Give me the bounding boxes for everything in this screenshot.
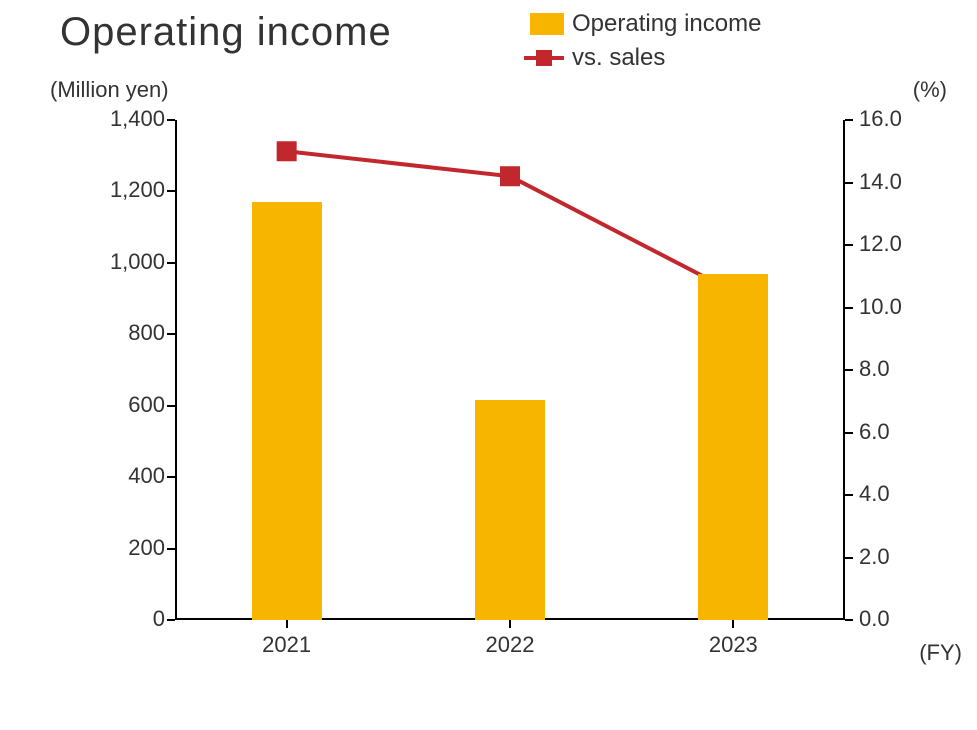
y-right-tick-label: 4.0 <box>859 481 890 507</box>
y-left-tick <box>167 190 175 192</box>
x-tick <box>509 620 511 628</box>
x-category-label: 2021 <box>247 632 327 658</box>
y-left-tick <box>167 333 175 335</box>
legend-bar-label: Operating income <box>572 10 761 38</box>
y-right-tick <box>845 307 853 309</box>
y-right-tick <box>845 494 853 496</box>
y-right-tick-label: 2.0 <box>859 544 890 570</box>
x-axis-label: (FY) <box>919 640 962 666</box>
y-left-tick-label: 400 <box>75 463 165 489</box>
x-category-label: 2023 <box>693 632 773 658</box>
legend-bar-swatch <box>530 13 564 35</box>
y-right-tick-label: 6.0 <box>859 419 890 445</box>
y-left-tick-label: 1,000 <box>75 249 165 275</box>
y-left-tick <box>167 262 175 264</box>
x-category-label: 2022 <box>470 632 550 658</box>
bar <box>475 400 545 620</box>
y-left-tick <box>167 619 175 621</box>
y-left-tick-label: 800 <box>75 320 165 346</box>
y-left-tick <box>167 119 175 121</box>
y-right-tick-label: 8.0 <box>859 356 890 382</box>
y-right-unit: (%) <box>913 77 947 103</box>
y-left-tick-label: 600 <box>75 392 165 418</box>
legend-line-swatch <box>524 47 564 69</box>
y-left-tick-label: 1,400 <box>75 106 165 132</box>
y-right-tick-label: 14.0 <box>859 169 902 195</box>
x-tick <box>732 620 734 628</box>
y-right-tick <box>845 182 853 184</box>
legend-line-marker <box>536 50 552 66</box>
y-left-unit: (Million yen) <box>50 77 169 103</box>
y-right-tick-label: 12.0 <box>859 231 902 257</box>
legend-bar: Operating income <box>530 10 761 38</box>
y-right-tick-label: 16.0 <box>859 106 902 132</box>
y-right-tick <box>845 619 853 621</box>
x-tick <box>286 620 288 628</box>
y-right-tick-label: 10.0 <box>859 294 902 320</box>
y-left-tick-label: 200 <box>75 535 165 561</box>
y-left-tick-label: 1,200 <box>75 177 165 203</box>
legend-line-label: vs. sales <box>572 44 665 72</box>
bar <box>698 274 768 620</box>
y-right-tick-label: 0.0 <box>859 606 890 632</box>
y-left-tick-label: 0 <box>75 606 165 632</box>
line-marker <box>501 167 519 185</box>
bar <box>252 202 322 620</box>
chart-title: Operating income <box>60 10 392 55</box>
legend-line: vs. sales <box>524 44 665 72</box>
y-right-tick <box>845 557 853 559</box>
y-right-tick <box>845 432 853 434</box>
y-left-tick <box>167 548 175 550</box>
y-right-tick <box>845 244 853 246</box>
plot-area <box>175 120 845 620</box>
y-left-tick <box>167 405 175 407</box>
y-left-tick <box>167 476 175 478</box>
line-marker <box>278 142 296 160</box>
operating-income-chart: Operating income Operating income vs. sa… <box>0 0 977 730</box>
y-right-tick <box>845 369 853 371</box>
y-right-tick <box>845 119 853 121</box>
